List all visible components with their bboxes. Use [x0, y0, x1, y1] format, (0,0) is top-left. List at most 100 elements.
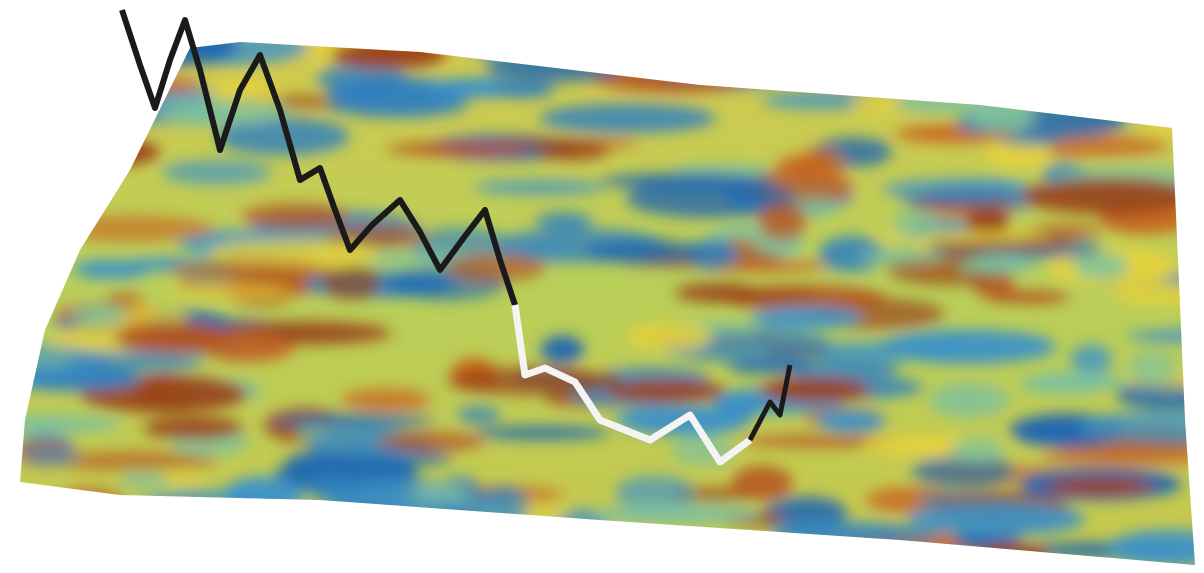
surface-patch	[118, 472, 171, 490]
surface-patch	[322, 264, 382, 301]
surface-patch	[606, 379, 727, 403]
surface-patch	[862, 50, 942, 79]
surface-patch	[1072, 252, 1129, 280]
surface-patch	[750, 305, 863, 330]
surface-patch	[585, 239, 705, 264]
surface-patch	[1070, 344, 1113, 375]
surface-patch	[816, 410, 886, 433]
surface-patch	[965, 208, 1010, 236]
surface-patch	[20, 176, 67, 217]
surface-patch	[1112, 280, 1195, 305]
surface-patch	[20, 42, 38, 50]
surface-patch	[929, 383, 1009, 418]
surface-patch	[593, 504, 762, 524]
surface-patch	[137, 373, 193, 411]
surface-patch	[535, 212, 593, 231]
profile-line-highlight	[511, 304, 753, 466]
surface-patch	[91, 42, 239, 66]
surface-patch	[1041, 446, 1195, 468]
surface-patch	[648, 56, 818, 76]
surface-patch	[156, 98, 291, 125]
surface-patch	[386, 142, 529, 156]
surface-patch	[1026, 42, 1195, 45]
surface-patch	[271, 413, 436, 428]
surface-patch	[41, 83, 128, 124]
surface-patch	[49, 451, 218, 471]
surface-patch	[956, 256, 1031, 275]
surface-patch	[409, 511, 488, 541]
surface-patch	[20, 414, 122, 433]
surface-patch	[457, 405, 501, 424]
surface-patch	[969, 103, 1036, 132]
surface-patch	[284, 525, 426, 565]
surface-patch	[330, 42, 447, 69]
surface-patch	[625, 180, 797, 218]
surface-patch	[897, 42, 956, 60]
surface-patch	[910, 454, 1015, 488]
surface-patch	[161, 159, 272, 185]
surface-patch	[1125, 329, 1195, 343]
surface-patch	[377, 432, 486, 452]
surface-patch	[55, 487, 127, 524]
surface-patch	[514, 22, 656, 41]
surface-patch	[164, 283, 293, 300]
surface-patch	[342, 528, 399, 556]
surface-patch	[1077, 410, 1195, 444]
surface-patch	[46, 78, 146, 113]
surface-patch	[20, 87, 50, 120]
surface-patch	[474, 426, 611, 440]
surface-patch	[818, 235, 884, 272]
surface-patch	[641, 539, 784, 560]
surface-patch	[1044, 42, 1182, 78]
surface-patch	[1045, 477, 1155, 496]
surface-patch	[998, 132, 1064, 147]
surface-patch	[614, 475, 695, 510]
profile-line	[747, 364, 793, 442]
surface-patch	[72, 259, 150, 279]
surface-patch	[65, 350, 203, 373]
surface-patch	[341, 388, 432, 412]
surface-patch	[1027, 371, 1126, 391]
surface-patch	[491, 82, 555, 98]
surface-patch	[813, 42, 872, 56]
surface-patch	[325, 89, 470, 119]
surface-patch	[48, 215, 215, 242]
surface-patch	[538, 103, 717, 134]
surface-patch	[473, 179, 607, 195]
surface-patch	[600, 173, 773, 190]
surface-patch	[893, 207, 940, 241]
surface-patch	[535, 141, 609, 161]
surface-patch	[759, 377, 871, 403]
surface-patch	[858, 248, 950, 265]
surface-patch	[20, 450, 82, 463]
surface-patch	[799, 341, 972, 360]
profile-line	[119, 9, 518, 306]
surface-patch	[776, 156, 832, 171]
surface-patch	[1020, 177, 1195, 215]
surface-patch	[1116, 378, 1195, 410]
surface-patch	[1107, 529, 1195, 565]
surface-patch	[352, 42, 478, 46]
surface-patch	[949, 42, 1074, 47]
surface-patch	[906, 501, 1086, 537]
surface-patch	[722, 60, 852, 84]
surface-patch	[882, 178, 1024, 201]
surface-patch	[780, 357, 902, 380]
surface-patch	[223, 476, 303, 514]
surface-patch	[1125, 42, 1195, 59]
surface-patch	[20, 186, 81, 222]
surface-patch	[891, 49, 1003, 69]
surface-patch	[1026, 55, 1140, 94]
surface-patch	[784, 64, 962, 88]
surface-patch	[376, 498, 528, 533]
surface-patch	[20, 300, 30, 323]
surface-patch	[169, 259, 333, 281]
surface-patch	[773, 525, 938, 547]
surface-patch	[1127, 351, 1178, 386]
surface-patch	[731, 465, 793, 501]
surface-patch	[445, 253, 546, 282]
surface-patch	[83, 118, 138, 138]
